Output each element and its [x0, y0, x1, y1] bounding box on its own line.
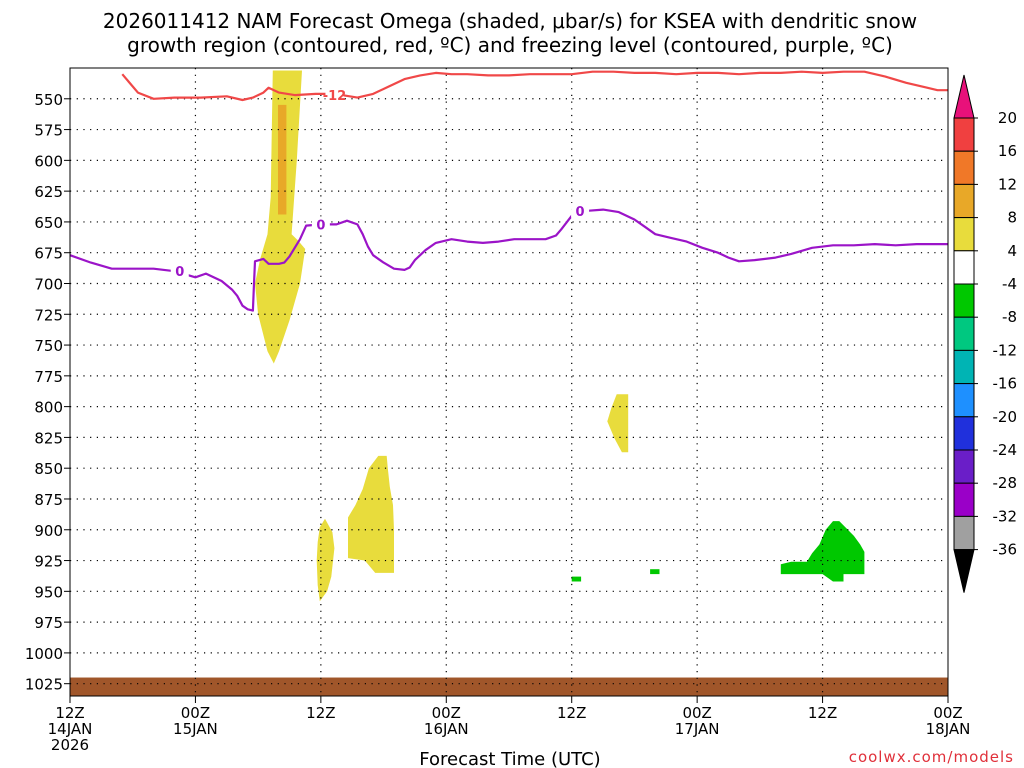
omega-region-0: [255, 70, 306, 364]
terrain: [70, 677, 948, 696]
colorbar-bin-9: [953, 383, 975, 418]
colorbar-label-8: -16: [993, 375, 1018, 393]
colorbar-bin-5: [953, 250, 975, 285]
colorbar-label-6: -8: [1002, 308, 1017, 326]
contours: [70, 70, 948, 312]
colorbar-label-1: 16: [998, 142, 1017, 160]
colorbar-bin-6: [953, 283, 975, 318]
colorbar-bin-3: [953, 183, 975, 219]
x-tick-label-7-1: 18JAN: [926, 720, 971, 738]
x-tick-label-1-0: 00Z: [181, 704, 210, 722]
x-tick-label-5-1: 17JAN: [675, 720, 720, 738]
y-tick-label-925: 925: [34, 553, 63, 571]
x-tick-label-0-2: 2026: [51, 736, 89, 754]
colorbar-label-0: 20: [998, 109, 1017, 127]
y-tick-label-950: 950: [34, 583, 63, 601]
y-tick-label-750: 750: [34, 337, 63, 355]
y-tick-label-975: 975: [34, 614, 63, 632]
x-tick-label-0-1: 14JAN: [48, 720, 93, 738]
y-tick-label-1000: 1000: [25, 645, 63, 663]
x-tick-label-3-1: 16JAN: [424, 720, 469, 738]
y-tick-label-775: 775: [34, 368, 63, 386]
contour-line-1: [70, 208, 948, 312]
contour-label-0: -12: [323, 89, 347, 104]
contour-label-3: 0: [576, 205, 585, 220]
colorbar-label-2: 12: [998, 175, 1017, 193]
contour-label-2: 0: [316, 218, 325, 233]
colorbar-bin-12: [953, 482, 975, 517]
y-tick-label-600: 600: [34, 152, 63, 170]
y-tick-label-825: 825: [34, 429, 63, 447]
x-tick-label-3-0: 00Z: [432, 704, 461, 722]
x-tick-label-7-0: 00Z: [933, 704, 962, 722]
omega-region-7: [650, 569, 660, 575]
colorbar-bin-7: [953, 316, 975, 351]
terrain-band: [70, 677, 948, 696]
y-tick-label-875: 875: [34, 491, 63, 509]
colorbar-bin-11: [953, 449, 975, 484]
colorbar-label-7: -12: [993, 341, 1018, 359]
colorbar-label-11: -28: [993, 474, 1018, 492]
colorbar-label-9: -20: [993, 408, 1018, 426]
y-tick-label-900: 900: [34, 522, 63, 540]
contour-label-bg-3: [571, 202, 590, 218]
y-tick-label-800: 800: [34, 399, 63, 417]
colorbar: 20 16 12 8 4 -4 -8 -12 -16 -20 -24 -28 -32 -36: [953, 74, 1018, 593]
colorbar-bin-8: [953, 349, 975, 385]
plot-frame: [69, 67, 949, 697]
colorbar-arrow-top: [953, 74, 975, 119]
colorbar-label-3: 8: [1007, 209, 1017, 227]
y-tick-label-1025: 1025: [25, 676, 63, 694]
x-tick-label-1-1: 15JAN: [173, 720, 218, 738]
omega-region-6: [571, 576, 582, 582]
x-tick-label-5-0: 00Z: [682, 704, 711, 722]
contour-labels: -12 0 0 0: [170, 87, 590, 280]
contour-label-bg-2: [311, 216, 330, 232]
colorbar-label-13: -36: [993, 541, 1018, 559]
x-axis-label: Forecast Time (UTC): [419, 749, 600, 768]
omega-region-4: [607, 394, 629, 453]
chart-title-line-2: growth region (contoured, red, ºC) and f…: [127, 33, 893, 57]
y-tick-label-625: 625: [34, 183, 63, 201]
y-tick-label-725: 725: [34, 306, 63, 324]
colorbar-bin-2: [953, 150, 975, 185]
omega-region-1: [278, 104, 287, 215]
y-axis: 550 575 600 625 650 675 700 725 750 775 800 825 850 8…: [25, 91, 70, 694]
contour-label-1: 0: [175, 265, 184, 280]
omega-shading: [255, 70, 865, 602]
colorbar-label-10: -24: [993, 441, 1018, 459]
credit-text: coolwx.com/models: [849, 748, 1014, 766]
grid: [70, 68, 948, 696]
colorbar-label-4: 4: [1007, 242, 1017, 260]
y-tick-label-575: 575: [34, 122, 63, 140]
colorbar-arrow-bottom: [953, 549, 975, 593]
y-tick-label-675: 675: [34, 245, 63, 263]
x-tick-label-0-0: 12Z: [55, 704, 84, 722]
colorbar-label-5: -4: [1002, 275, 1017, 293]
colorbar-label-12: -32: [993, 507, 1018, 525]
y-tick-label-850: 850: [34, 460, 63, 478]
y-tick-label-550: 550: [34, 91, 63, 109]
colorbar-bin-4: [953, 217, 975, 252]
x-tick-label-4-0: 12Z: [557, 704, 586, 722]
y-tick-label-700: 700: [34, 275, 63, 293]
contour-line-0: [121, 70, 948, 102]
omega-region-3: [348, 455, 394, 573]
contour-label-bg-0: [325, 87, 344, 103]
colorbar-bin-1: [953, 117, 975, 152]
colorbar-bin-13: [953, 515, 975, 551]
x-tick-label-2-0: 12Z: [306, 704, 335, 722]
x-tick-label-6-0: 12Z: [808, 704, 837, 722]
contour-label-bg-1: [170, 263, 189, 279]
chart-title-line-1: 2026011412 NAM Forecast Omega (shaded, μ…: [103, 9, 917, 33]
colorbar-bin-10: [953, 416, 975, 451]
y-tick-label-650: 650: [34, 214, 63, 232]
